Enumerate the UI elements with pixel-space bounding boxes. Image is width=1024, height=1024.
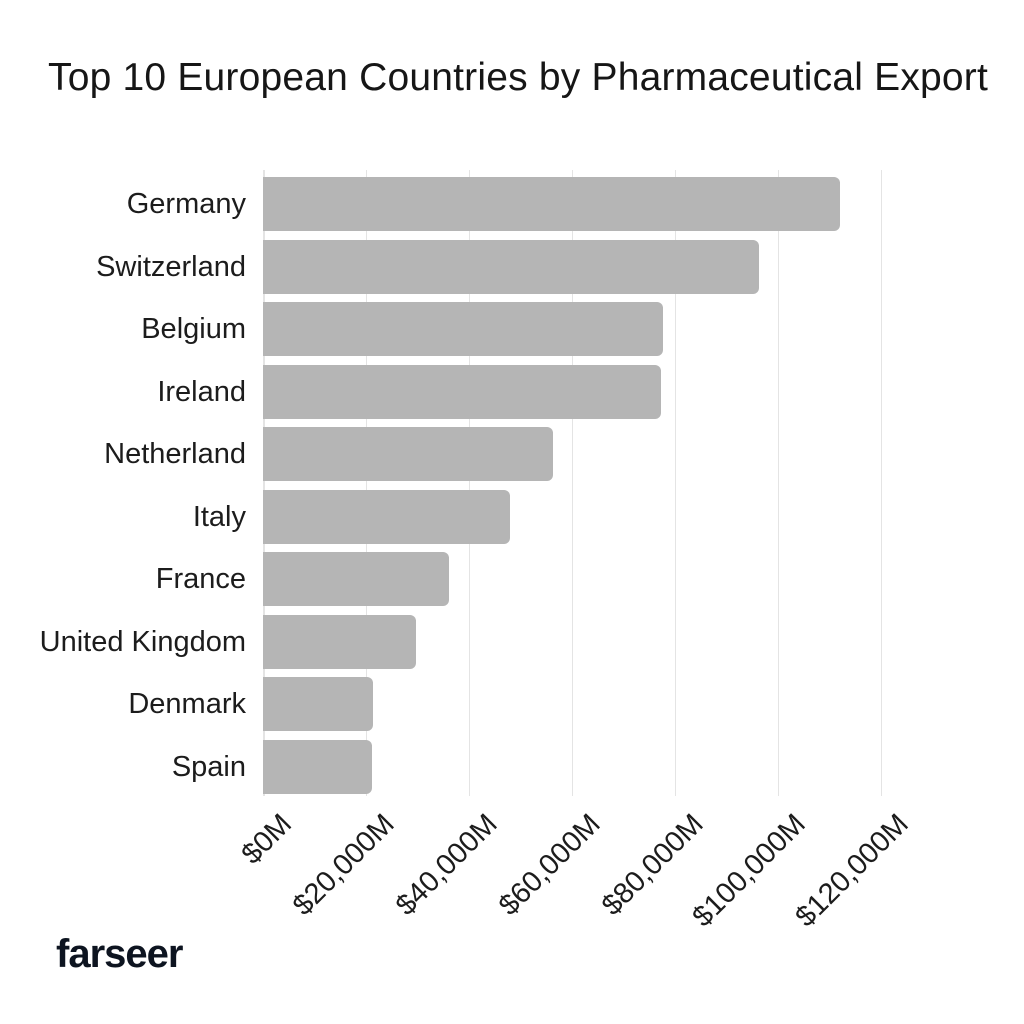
gridline-20000 [365, 170, 368, 796]
gridline-100000 [777, 170, 780, 796]
gridline-80000 [674, 170, 677, 796]
bar-germany [263, 177, 841, 231]
category-label-italy: Italy [192, 500, 246, 533]
category-label-germany: Germany [126, 188, 246, 220]
bar-ireland [263, 364, 661, 419]
x-tick-label-0: $0M [235, 808, 298, 871]
gridline-40000 [468, 170, 471, 796]
x-tick-label-40000: $40,000M [389, 808, 504, 922]
x-tick-label-60000: $60,000M [492, 808, 607, 922]
page-title: Top 10 European Countries by Pharmaceuti… [48, 56, 989, 99]
bar-denmark [263, 677, 374, 731]
category-label-switzerland: Switzerland [96, 250, 246, 283]
x-tick-label-20000: $20,000M [286, 808, 401, 922]
bar-spain [263, 739, 373, 794]
category-label-france: France [155, 563, 246, 595]
category-label-netherland: Netherland [104, 438, 246, 470]
bar-switzerland [263, 239, 760, 294]
category-label-denmark: Denmark [128, 688, 246, 720]
gridline-60000 [571, 170, 574, 796]
farseer-logo: farseer [56, 932, 183, 976]
bar-italy [263, 489, 510, 544]
category-label-united-kingdom: United Kingdom [39, 625, 246, 658]
bar-netherland [263, 427, 553, 481]
gridline-0 [263, 170, 265, 796]
category-label-ireland: Ireland [157, 375, 246, 408]
category-label-belgium: Belgium [141, 313, 246, 345]
bar-united-kingdom [263, 614, 417, 669]
bar-belgium [263, 302, 664, 356]
bar-france [263, 552, 449, 606]
gridline-120000 [880, 170, 882, 796]
category-label-spain: Spain [171, 750, 246, 783]
